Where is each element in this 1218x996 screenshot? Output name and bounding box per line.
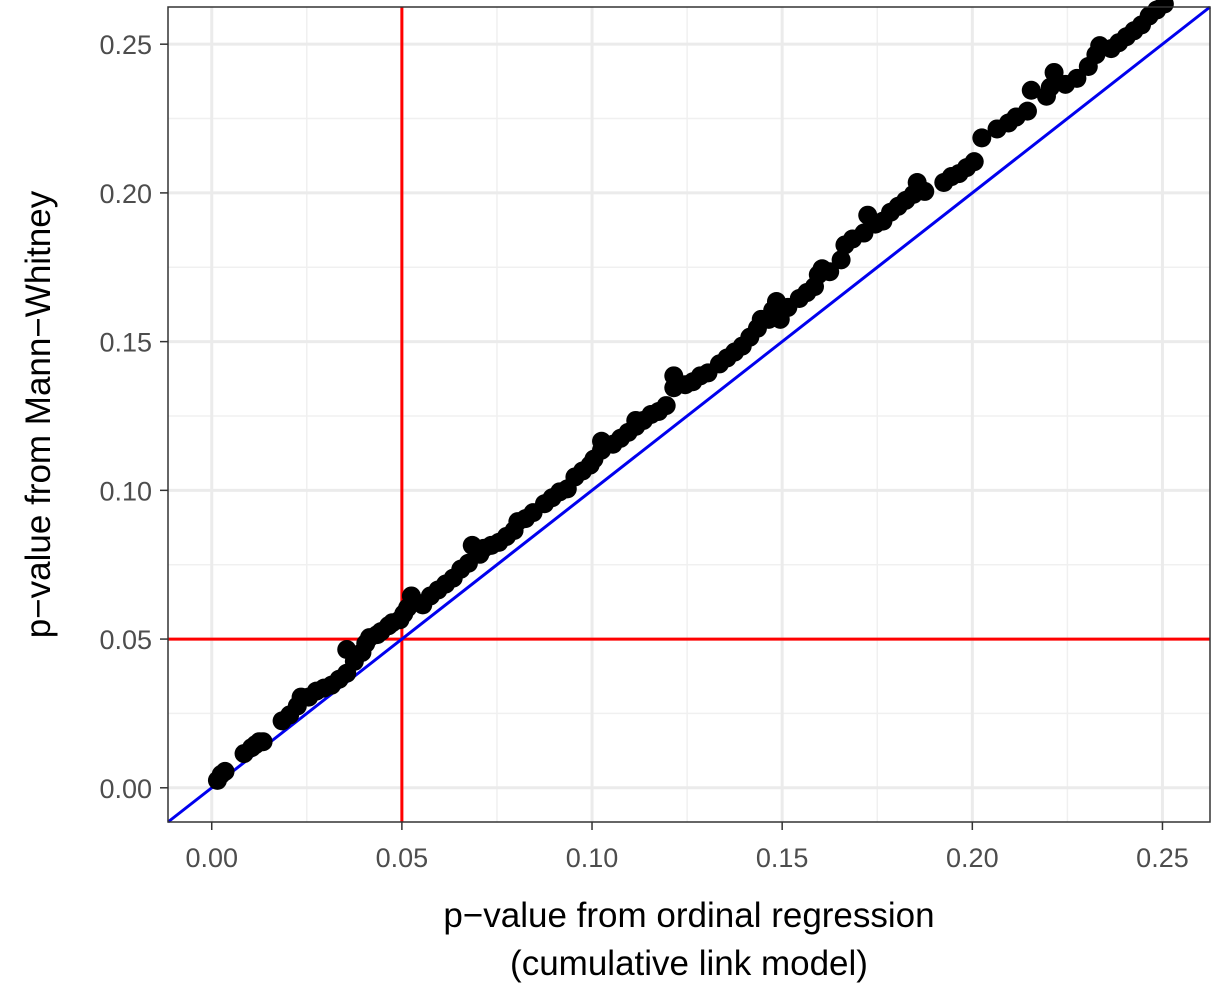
x-tick-label: 0.00	[185, 843, 238, 873]
data-point	[1044, 62, 1064, 82]
x-axis: 0.00 0.05 0.10 0.15 0.20 0.25	[185, 822, 1189, 873]
x-axis-title-line-2: (cumulative link model)	[510, 944, 868, 983]
data-point	[1040, 77, 1060, 97]
data-point	[1017, 101, 1037, 121]
y-tick-label: 0.05	[99, 625, 152, 655]
data-point	[972, 128, 992, 148]
data-point	[253, 732, 273, 752]
x-tick-label: 0.25	[1136, 843, 1189, 873]
data-point	[820, 262, 840, 282]
data-point	[656, 396, 676, 416]
x-tick-label: 0.05	[376, 843, 429, 873]
x-tick-label: 0.10	[566, 843, 619, 873]
x-tick-label: 0.20	[946, 843, 999, 873]
data-point	[831, 250, 851, 270]
y-tick-label: 0.20	[99, 179, 152, 209]
data-point	[964, 152, 984, 172]
y-tick-label: 0.00	[99, 774, 152, 804]
y-tick-label: 0.15	[99, 328, 152, 358]
y-tick-label: 0.25	[99, 30, 152, 60]
identity-reference-line	[167, 5, 1211, 824]
x-axis-title-line-1: p−value from ordinal regression	[443, 896, 934, 935]
data-points	[207, 0, 1174, 790]
y-tick-label: 0.10	[99, 476, 152, 506]
data-point	[915, 181, 935, 201]
data-point	[215, 761, 235, 781]
data-point	[1021, 80, 1041, 100]
y-axis-title: p−value from Mann−Whitney	[19, 190, 58, 638]
data-point	[1067, 68, 1087, 88]
reference-lines	[167, 5, 1211, 824]
plot-panel-border	[167, 6, 1211, 823]
x-tick-label: 0.15	[756, 843, 809, 873]
y-axis: 0.00 0.05 0.10 0.15 0.20 0.25	[99, 30, 168, 804]
